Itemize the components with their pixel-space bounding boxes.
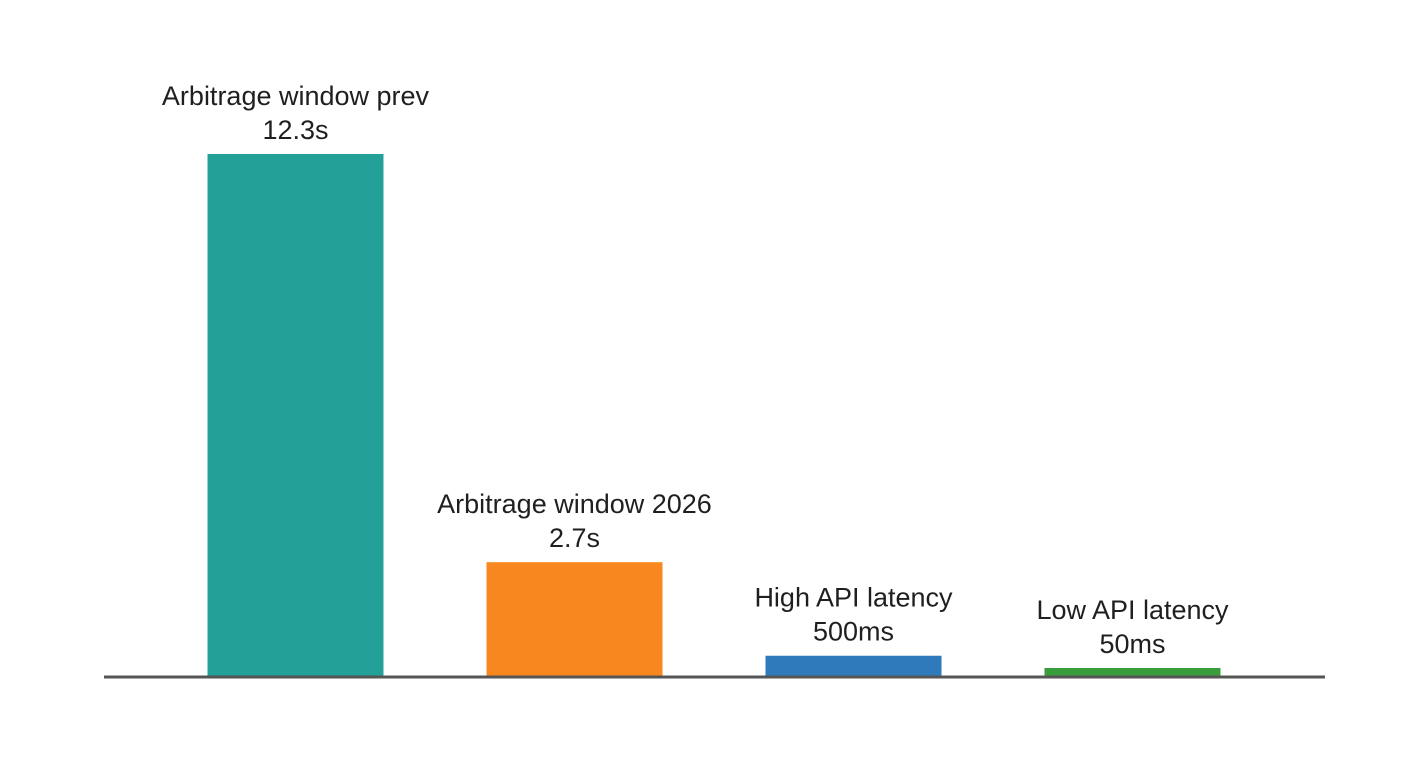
bar-high-api-latency xyxy=(765,655,942,677)
category-label-high-api-latency: High API latency xyxy=(754,583,953,613)
value-label-high-api-latency: 500ms xyxy=(813,617,894,647)
bar-low-api-latency xyxy=(1044,668,1221,677)
bar-arbitrage-window-prev xyxy=(207,154,384,677)
value-label-arbitrage-window-2026: 2.7s xyxy=(549,523,600,553)
labels-group: Arbitrage window prev 12.3s Arbitrage wind… xyxy=(162,81,1229,659)
value-label-low-api-latency: 50ms xyxy=(1099,629,1165,659)
category-label-arbitrage-window-2026: Arbitrage window 2026 xyxy=(437,489,712,519)
bar-arbitrage-window-2026 xyxy=(486,562,663,677)
category-label-low-api-latency: Low API latency xyxy=(1036,595,1229,625)
bars-group xyxy=(207,154,1221,677)
category-label-arbitrage-window-prev: Arbitrage window prev xyxy=(162,81,430,111)
value-label-arbitrage-window-prev: 12.3s xyxy=(262,115,328,145)
